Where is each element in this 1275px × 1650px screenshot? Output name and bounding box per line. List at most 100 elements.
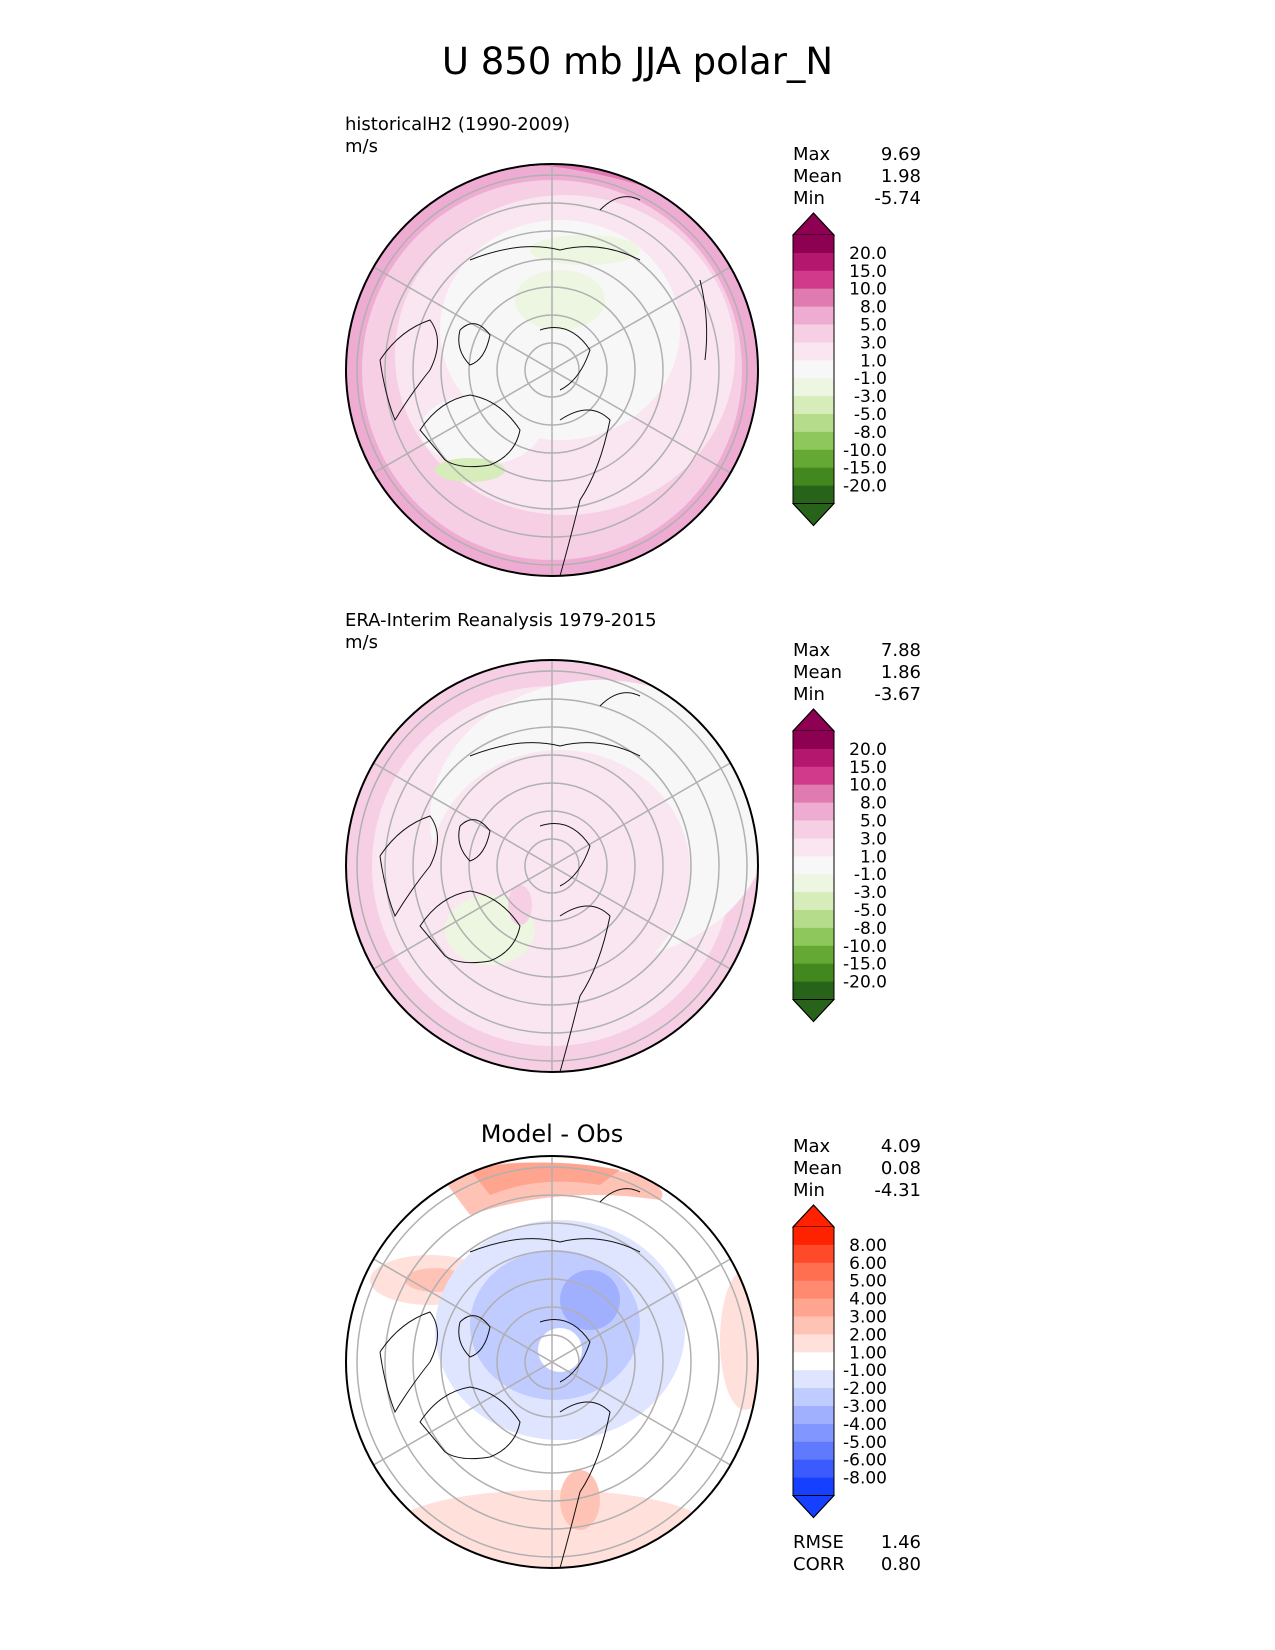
colorbar-tick-label: 5.0 <box>860 812 887 832</box>
colorbar-extend-top <box>791 1204 836 1228</box>
stat-min: -3.67 <box>874 684 921 705</box>
colorbar-tick-label: 3.00 <box>849 1308 887 1328</box>
colorbar-segment <box>793 856 834 875</box>
colorbar-segment <box>793 1227 834 1246</box>
colorbar-tick-label: 20.0 <box>849 244 887 264</box>
colorbar-extend-bottom <box>791 1495 836 1519</box>
colorbar-tick-label: -15.0 <box>843 955 887 975</box>
panel-units: m/s <box>345 632 378 653</box>
colorbar-segment <box>793 802 834 821</box>
colorbar-segment <box>793 1298 834 1317</box>
colorbar-segment <box>793 1423 834 1443</box>
colorbar-tick-label: 5.0 <box>860 316 887 336</box>
colorbar-segment <box>793 892 834 911</box>
colorbar-segment <box>793 449 834 469</box>
coastlines <box>379 692 641 1072</box>
panel-units: m/s <box>345 136 378 157</box>
colorbar-tick-label: -8.0 <box>854 423 887 443</box>
colorbar-segment <box>793 1352 834 1371</box>
stat-label-min: Min <box>793 1180 825 1201</box>
coastlines <box>379 196 708 576</box>
stat-mean: 1.86 <box>880 662 921 683</box>
metrics-box: RMSE 1.46 CORR 0.80 <box>793 1532 921 1576</box>
colorbar-tick-label: 4.00 <box>849 1290 887 1310</box>
stat-max: 4.09 <box>880 1136 921 1157</box>
colorbar-segment <box>793 910 834 929</box>
stat-label-mean: Mean <box>793 166 843 187</box>
stat-label-max: Max <box>793 1136 831 1157</box>
colorbar-tick-label: -1.0 <box>854 865 887 885</box>
stat-label-min: Min <box>793 188 825 209</box>
colorbar-tick-label: -3.00 <box>843 1397 887 1417</box>
stat-min: -4.31 <box>874 1180 921 1201</box>
colorbar-segment <box>793 378 834 397</box>
stats-box: Max 9.69 Mean 1.98 Min -5.74 <box>793 144 921 210</box>
panel-title: historicalH2 (1990-2009) m/s <box>345 114 570 158</box>
colorbar-segment <box>793 324 834 343</box>
colorbar-segment <box>793 731 834 750</box>
colorbar-segment <box>793 1262 834 1282</box>
map-boundary <box>345 659 759 1073</box>
figure-title: U 850 mb JJA polar_N <box>441 40 834 83</box>
colorbar-segment <box>793 1477 834 1496</box>
colorbar-segment <box>793 981 834 1000</box>
colorbar-tick-label: -8.0 <box>854 919 887 939</box>
metric-corr: 0.80 <box>880 1554 921 1575</box>
colorbar-segment <box>793 1280 834 1300</box>
metric-label-rmse: RMSE <box>793 1532 844 1553</box>
stat-mean: 0.08 <box>880 1158 921 1179</box>
colorbar-tick-label: -3.0 <box>854 883 887 903</box>
colorbar-segment <box>793 1370 834 1389</box>
colorbar-segment <box>793 766 834 786</box>
colorbar-tick-label: -5.00 <box>843 1433 887 1453</box>
colorbar-segment <box>793 288 834 308</box>
colorbar-segment <box>793 485 834 504</box>
colorbar: 8.006.005.004.003.002.001.00-1.00-2.00-3… <box>791 1204 887 1519</box>
colorbar-tick-label: 6.00 <box>849 1254 887 1274</box>
colorbar-segment <box>793 235 834 254</box>
colorbar-tick-label: -4.00 <box>843 1415 887 1435</box>
colorbar-outline <box>792 708 835 1023</box>
colorbar-segment <box>793 1244 834 1264</box>
map-boundary <box>345 163 759 577</box>
colorbar-outline <box>792 212 835 527</box>
stats-box: Max 7.88 Mean 1.86 Min -3.67 <box>793 640 921 706</box>
stat-min: -5.74 <box>874 188 921 209</box>
colorbar-tick-label: 20.0 <box>849 740 887 760</box>
colorbar-tick-label: 10.0 <box>849 776 887 796</box>
colorbar-tick-label: 2.00 <box>849 1325 887 1345</box>
metric-label-corr: CORR <box>793 1554 845 1575</box>
colorbar-tick-label: -2.00 <box>843 1379 887 1399</box>
colorbar-tick-label: 15.0 <box>849 758 887 778</box>
colorbar-tick-label: -15.0 <box>843 459 887 479</box>
stat-label-max: Max <box>793 640 831 661</box>
colorbar-tick-label: -1.0 <box>854 369 887 389</box>
colorbar-segment <box>793 252 834 272</box>
colorbar-tick-label: 1.00 <box>849 1343 887 1363</box>
colorbar-tick-label: 3.0 <box>860 333 887 353</box>
stat-max: 7.88 <box>880 640 921 661</box>
colorbar-segment <box>793 360 834 379</box>
stat-label-mean: Mean <box>793 1158 843 1179</box>
colorbar: 20.015.010.08.05.03.01.0-1.0-3.0-5.0-8.0… <box>791 708 887 1023</box>
colorbar-segment <box>793 1334 834 1353</box>
panel-title-line1: historicalH2 (1990-2009) <box>345 114 571 135</box>
colorbar-segment <box>793 306 834 325</box>
stats-box: Max 4.09 Mean 0.08 Min -4.31 <box>793 1136 921 1202</box>
colorbar-tick-label: -8.00 <box>843 1469 887 1489</box>
graticule <box>356 660 748 1072</box>
colorbar-segment <box>793 945 834 965</box>
colorbar-tick-label: 8.00 <box>849 1236 887 1256</box>
colorbar-segment <box>793 1406 834 1425</box>
colorbar-tick-label: -1.00 <box>843 1361 887 1381</box>
colorbar-tick-label: -5.0 <box>854 405 887 425</box>
map-boundary <box>345 1155 759 1569</box>
colorbar-segment <box>793 1459 834 1479</box>
colorbar-segment <box>793 467 834 487</box>
coastlines <box>379 1188 641 1568</box>
colorbar-tick-label: 3.0 <box>860 829 887 849</box>
colorbar-tick-label: -5.0 <box>854 901 887 921</box>
colorbar-tick-label: -10.0 <box>843 937 887 957</box>
colorbar-segment <box>793 396 834 415</box>
